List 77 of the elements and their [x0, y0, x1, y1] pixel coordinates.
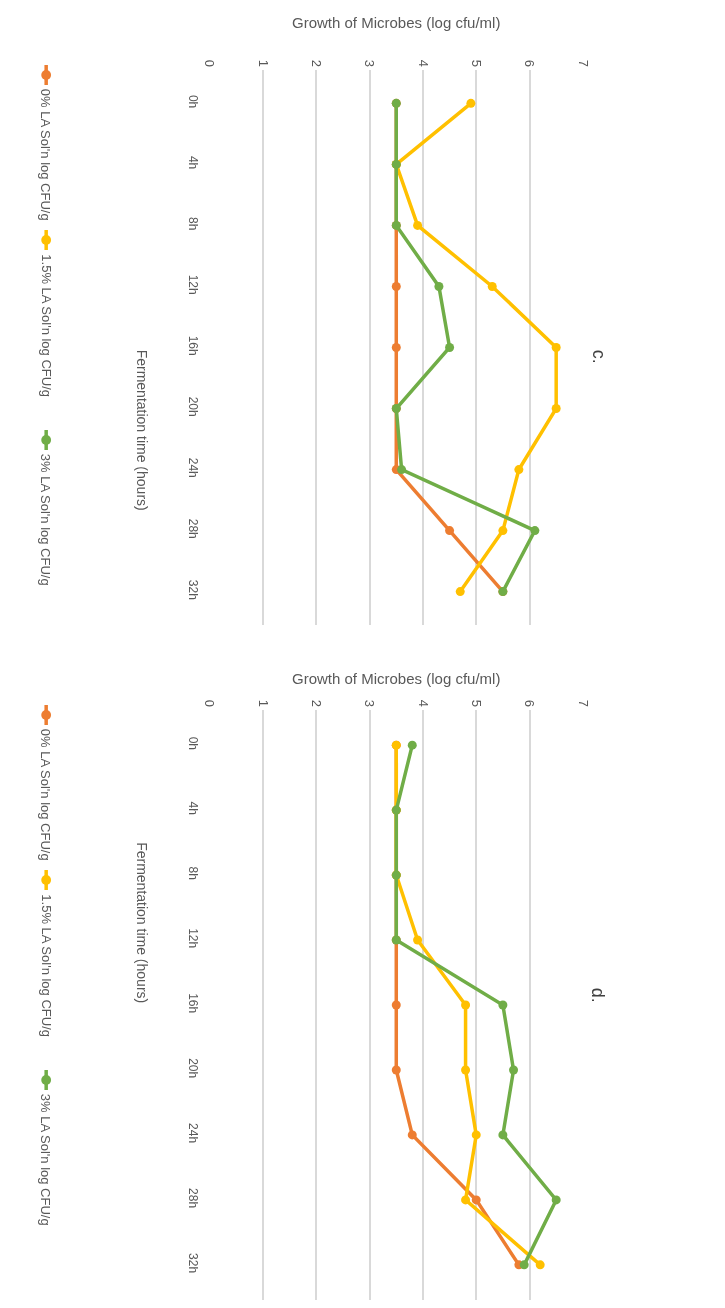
y-tick-label: 12h — [185, 928, 200, 949]
legend-label: 1.5% LA Sol'n log CFU/g — [38, 894, 54, 1037]
text: d. — [588, 987, 609, 1003]
x-tick-label: 5 — [469, 699, 484, 708]
x-tick-label: 1 — [255, 59, 271, 68]
y-tick-label: 16h — [185, 335, 200, 356]
x-tick-label: 6 — [522, 699, 538, 708]
y-tick-label: 32h — [185, 1253, 200, 1274]
point — [455, 587, 465, 597]
y-tick-label: 28h — [185, 518, 200, 539]
point — [391, 1065, 401, 1075]
point — [471, 1195, 481, 1205]
point — [487, 281, 497, 291]
y-tick-label: 24h — [185, 1123, 200, 1144]
point — [551, 404, 561, 414]
x-tick-label: 2 — [309, 59, 325, 68]
point — [413, 220, 423, 230]
x-tick-label: 1 — [255, 699, 271, 708]
point — [551, 1195, 561, 1205]
legend-label: 3% LA Sol'n log CFU/g — [38, 1093, 54, 1226]
point — [391, 281, 401, 291]
point — [434, 281, 444, 291]
point — [530, 526, 540, 536]
point — [407, 1130, 417, 1140]
point — [445, 343, 455, 352]
legend-label: 3% LA Sol'n log CFU/g — [38, 453, 54, 586]
x-tick-label: 7 — [575, 699, 591, 708]
y-tick-label: 4h — [185, 155, 200, 170]
point — [498, 1000, 508, 1010]
y-axis-title: Fermentation time (hours) — [133, 842, 150, 1004]
x-tick-label: 3 — [362, 699, 378, 708]
y-axis-title: Fermentation time (hours) — [134, 349, 151, 511]
legend-label: 0% LA Sol'n log CFU/g — [38, 88, 54, 221]
y-tick-label: 12h — [185, 274, 200, 295]
point — [535, 1260, 545, 1270]
x-tick-label: 4 — [415, 699, 431, 708]
y-tick-label: 16h — [185, 993, 200, 1014]
y-tick-label: 32h — [185, 579, 200, 600]
point — [413, 935, 423, 945]
x-axis-title: Growth of Microbes (log cfu/ml) — [292, 670, 501, 687]
x-tick-label: 5 — [469, 59, 484, 68]
y-tick-label: 0h — [185, 736, 200, 751]
point — [466, 98, 476, 108]
y-tick-label: 20h — [185, 396, 200, 417]
y-tick-label: 8h — [185, 216, 200, 231]
point — [498, 526, 508, 536]
y-tick-label: 20h — [185, 1058, 200, 1079]
x-tick-label: 3 — [362, 59, 378, 68]
point — [498, 1130, 508, 1140]
point — [391, 343, 401, 352]
point — [407, 740, 417, 750]
x-tick-label: 0 — [202, 699, 218, 708]
x-tick-label: 2 — [309, 699, 325, 708]
point — [471, 1130, 481, 1140]
point — [445, 526, 455, 536]
y-tick-label: 28h — [185, 1188, 200, 1209]
point — [519, 1260, 529, 1270]
y-tick-label: 8h — [185, 866, 200, 880]
point — [509, 1065, 519, 1075]
point — [461, 1065, 471, 1075]
point — [514, 465, 524, 475]
x-tick-label: 6 — [522, 59, 538, 68]
x-tick-label: 0 — [202, 59, 218, 68]
point — [461, 1000, 471, 1010]
legend-label: 0% LA Sol'n log CFU/g — [38, 728, 54, 861]
legend-label: 1.5% LA Sol'n log CFU/g — [38, 254, 54, 397]
y-tick-label: 24h — [185, 457, 200, 478]
x-tick-label: 4 — [415, 59, 431, 68]
point — [461, 1195, 471, 1205]
y-tick-label: 4h — [185, 801, 200, 815]
x-axis-title: Growth of Microbes (log cfu/ml) — [292, 14, 501, 31]
point — [551, 343, 561, 352]
point — [391, 1000, 401, 1010]
y-tick-label: 0h — [185, 94, 200, 109]
point — [397, 465, 407, 475]
text: c. — [589, 349, 610, 364]
x-tick-label: 7 — [575, 59, 591, 68]
